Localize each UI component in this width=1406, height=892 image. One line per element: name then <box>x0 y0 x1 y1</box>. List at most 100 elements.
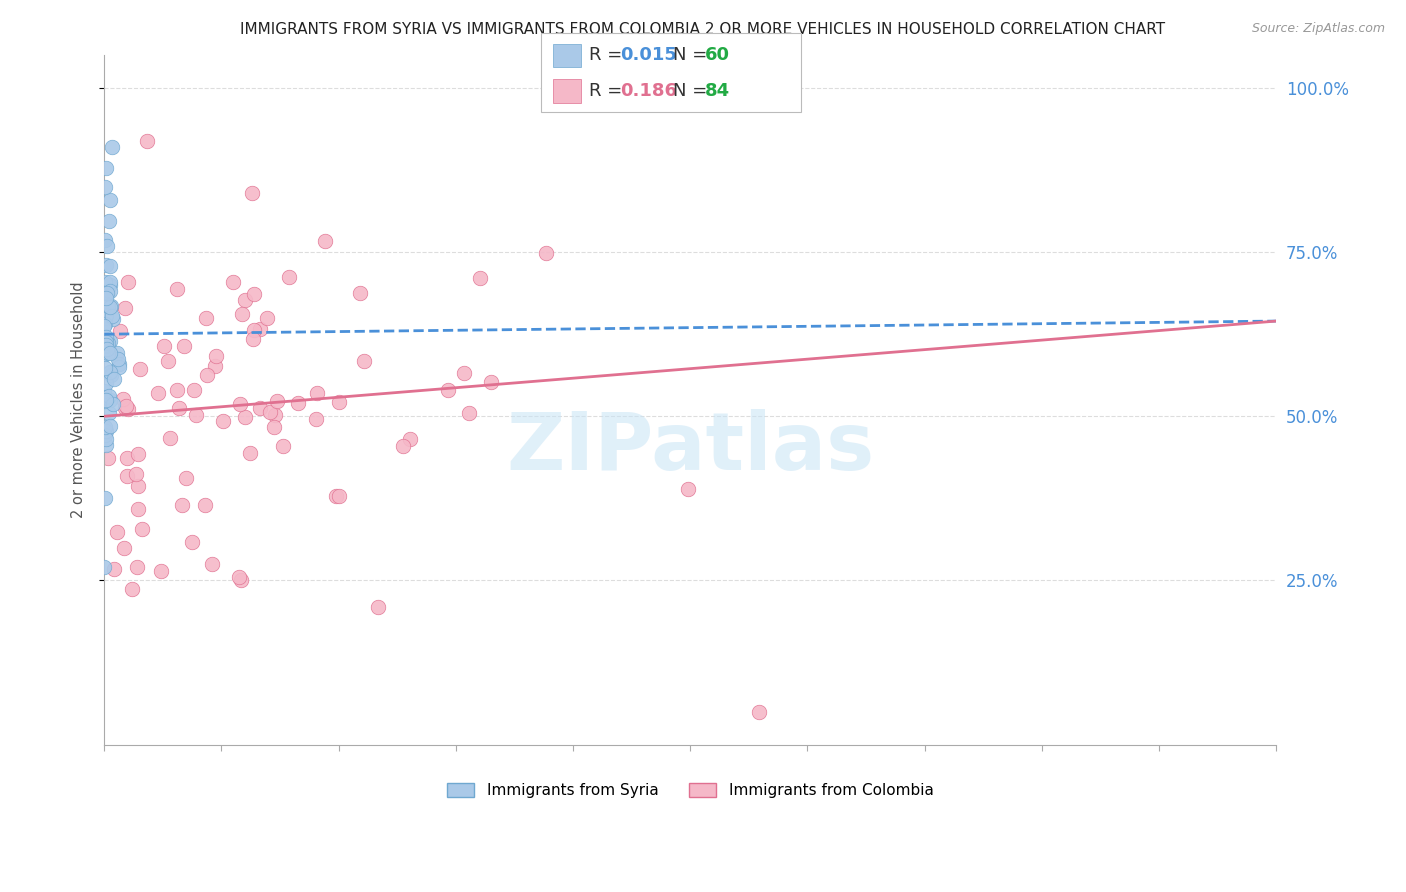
Point <box>273 439 295 453</box>
Point <box>108 357 131 371</box>
Point <box>94 394 117 409</box>
Point <box>94 334 117 349</box>
Point <box>127 479 149 493</box>
Point <box>115 469 138 483</box>
Point <box>349 286 371 301</box>
Point <box>222 275 245 289</box>
Point <box>94 161 117 175</box>
Legend: Immigrants from Syria, Immigrants from Colombia: Immigrants from Syria, Immigrants from C… <box>439 775 941 805</box>
Point <box>107 352 129 367</box>
Point <box>259 405 281 419</box>
Point <box>98 193 121 207</box>
Point <box>242 332 264 346</box>
Point <box>534 246 557 260</box>
Point <box>94 330 117 344</box>
Point <box>305 386 328 401</box>
Point <box>100 365 122 379</box>
Point <box>229 396 252 410</box>
Point <box>266 394 288 409</box>
Point <box>212 414 235 428</box>
Point <box>97 451 120 466</box>
Point <box>98 275 121 289</box>
Point <box>105 345 128 359</box>
Point <box>94 338 117 352</box>
Point <box>678 482 700 496</box>
Text: 60: 60 <box>704 46 730 64</box>
Point <box>100 368 122 383</box>
Point <box>117 401 139 416</box>
Point <box>97 345 120 359</box>
Point <box>94 420 117 434</box>
Point <box>98 214 121 228</box>
Point <box>127 502 149 516</box>
Point <box>94 317 117 331</box>
Point <box>97 299 120 313</box>
Point <box>325 489 347 503</box>
Point <box>94 424 117 438</box>
Text: 0.186: 0.186 <box>620 82 678 100</box>
Point <box>101 309 124 323</box>
Point <box>181 534 204 549</box>
Point <box>479 376 502 390</box>
Text: N =: N = <box>673 82 713 100</box>
Point <box>98 301 121 315</box>
Point <box>96 336 118 351</box>
Point <box>117 276 139 290</box>
Point <box>127 447 149 461</box>
Point <box>101 397 124 411</box>
Point <box>98 334 121 349</box>
Point <box>156 354 179 368</box>
Point <box>127 560 149 574</box>
Text: R =: R = <box>589 46 628 64</box>
Point <box>353 354 375 368</box>
Point <box>115 400 138 414</box>
Y-axis label: 2 or more Vehicles in Household: 2 or more Vehicles in Household <box>72 282 86 518</box>
Point <box>128 362 150 376</box>
Point <box>98 259 121 273</box>
Point <box>231 574 253 588</box>
Point <box>94 432 117 446</box>
Point <box>94 376 117 390</box>
Point <box>125 467 148 482</box>
Text: 0.015: 0.015 <box>620 46 676 64</box>
Point <box>96 297 118 311</box>
Point <box>96 343 118 357</box>
Point <box>249 401 271 415</box>
Point <box>287 396 309 410</box>
Point <box>96 238 118 252</box>
Point <box>94 179 117 194</box>
Point <box>98 346 121 360</box>
Point <box>114 301 136 316</box>
Point <box>173 339 195 353</box>
Point <box>243 323 266 337</box>
Point <box>94 427 117 442</box>
Point <box>93 318 115 333</box>
Text: Source: ZipAtlas.com: Source: ZipAtlas.com <box>1251 22 1385 36</box>
Point <box>94 258 117 272</box>
Point <box>263 419 285 434</box>
Point <box>100 300 122 314</box>
Point <box>233 410 256 425</box>
Point <box>100 140 122 154</box>
Point <box>98 278 121 293</box>
Point <box>94 346 117 360</box>
Point <box>94 361 117 376</box>
Point <box>94 392 117 407</box>
Point <box>367 599 389 614</box>
Point <box>96 438 118 452</box>
Point <box>93 384 115 398</box>
Point <box>174 471 197 485</box>
Point <box>159 431 181 445</box>
Point <box>94 275 117 289</box>
Text: ZIPatlas: ZIPatlas <box>506 409 875 487</box>
Point <box>453 366 475 380</box>
Point <box>201 558 224 572</box>
Point <box>103 562 125 576</box>
Point <box>169 401 191 415</box>
Point <box>149 564 172 578</box>
Point <box>93 311 115 326</box>
Point <box>98 389 121 403</box>
Point <box>305 412 328 426</box>
Point <box>93 346 115 360</box>
Point <box>314 234 336 248</box>
